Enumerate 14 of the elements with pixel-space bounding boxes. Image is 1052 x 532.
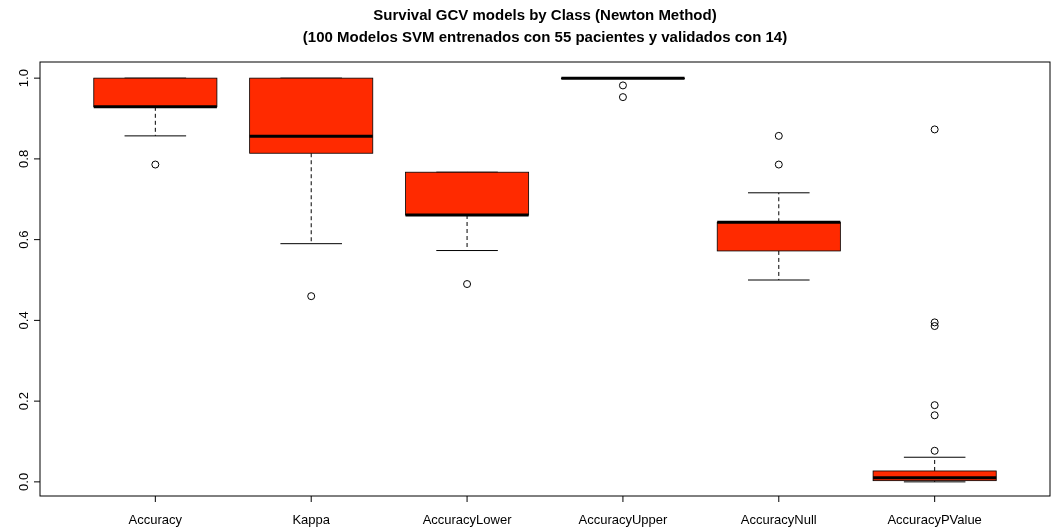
- x-tick-label: Kappa: [292, 512, 331, 527]
- y-tick-label: 0.6: [16, 230, 31, 249]
- x-tick-label: Accuracy: [128, 512, 183, 527]
- x-tick-label: AccuracyPValue: [887, 512, 982, 527]
- y-tick-label: 0.0: [16, 472, 31, 491]
- y-tick-label: 1.0: [16, 69, 31, 88]
- chart-title: Survival GCV models by Class (Newton Method): [373, 6, 717, 23]
- y-tick-label: 0.2: [16, 392, 31, 411]
- chart-subtitle: (100 Modelos SVM entrenados con 55 pacientes y validados con 14): [302, 28, 788, 45]
- x-tick-label: AccuracyNull: [740, 512, 817, 527]
- x-tick-label: AccuracyLower: [422, 512, 513, 527]
- y-tick-label: 0.8: [16, 149, 31, 168]
- y-tick-label: 0.4: [16, 311, 31, 330]
- x-tick-label: AccuracyUpper: [578, 512, 669, 527]
